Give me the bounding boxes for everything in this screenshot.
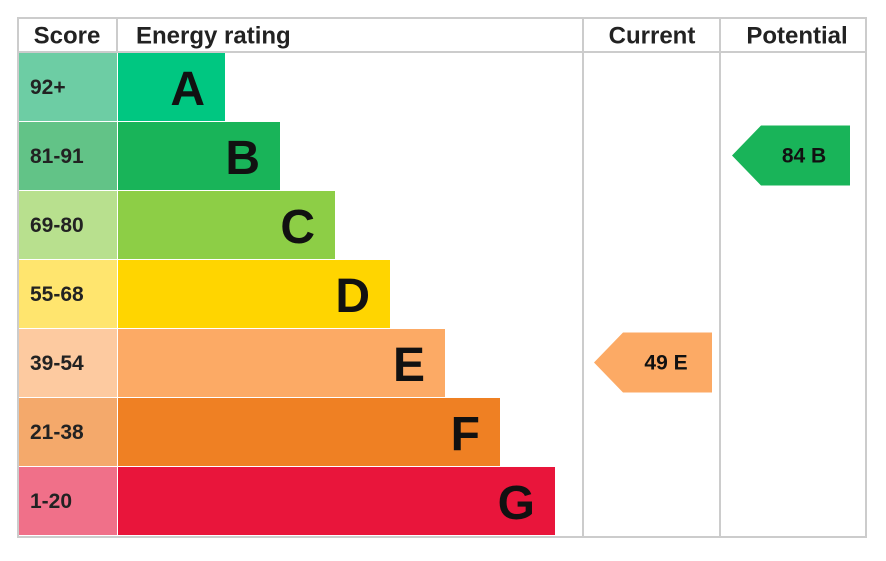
rating-bar	[118, 122, 280, 190]
score-label: 1-20	[30, 490, 72, 513]
rating-bar	[118, 260, 390, 328]
rating-letter: C	[280, 201, 315, 254]
rating-letter: G	[498, 477, 535, 530]
potential-arrow	[732, 125, 850, 186]
score-label: 21-38	[30, 421, 84, 444]
potential-label: 84 B	[782, 144, 826, 167]
score-label: 69-80	[30, 214, 84, 237]
rating-letter: E	[393, 339, 425, 392]
current-label: 49 E	[644, 351, 687, 374]
rating-bar	[118, 329, 445, 397]
rating-letter: F	[451, 408, 480, 461]
rating-bar	[118, 53, 225, 121]
header-current: Current	[609, 23, 696, 50]
header-score: Score	[34, 23, 101, 50]
score-cell	[19, 467, 117, 535]
score-label: 39-54	[30, 352, 84, 375]
rating-bar	[118, 398, 500, 466]
current-score: 49	[644, 351, 667, 374]
rating-letter: B	[225, 132, 260, 185]
score-label: 55-68	[30, 283, 84, 306]
rating-bar	[118, 191, 335, 259]
score-label: 92+	[30, 76, 66, 99]
score-label: 81-91	[30, 145, 84, 168]
header-potential: Potential	[746, 23, 847, 50]
current-rating: E	[674, 351, 688, 374]
score-cell	[19, 260, 117, 328]
header-energy: Energy rating	[136, 23, 291, 50]
score-cell	[19, 122, 117, 190]
score-cell	[19, 53, 117, 121]
potential-rating: B	[811, 144, 826, 167]
current-arrow	[594, 332, 712, 393]
potential-score: 84	[782, 144, 806, 167]
rating-bar	[118, 467, 555, 535]
score-cell	[19, 191, 117, 259]
score-cell	[19, 329, 117, 397]
rating-letter: A	[170, 63, 205, 116]
rating-letter: D	[335, 270, 370, 323]
score-cell	[19, 398, 117, 466]
